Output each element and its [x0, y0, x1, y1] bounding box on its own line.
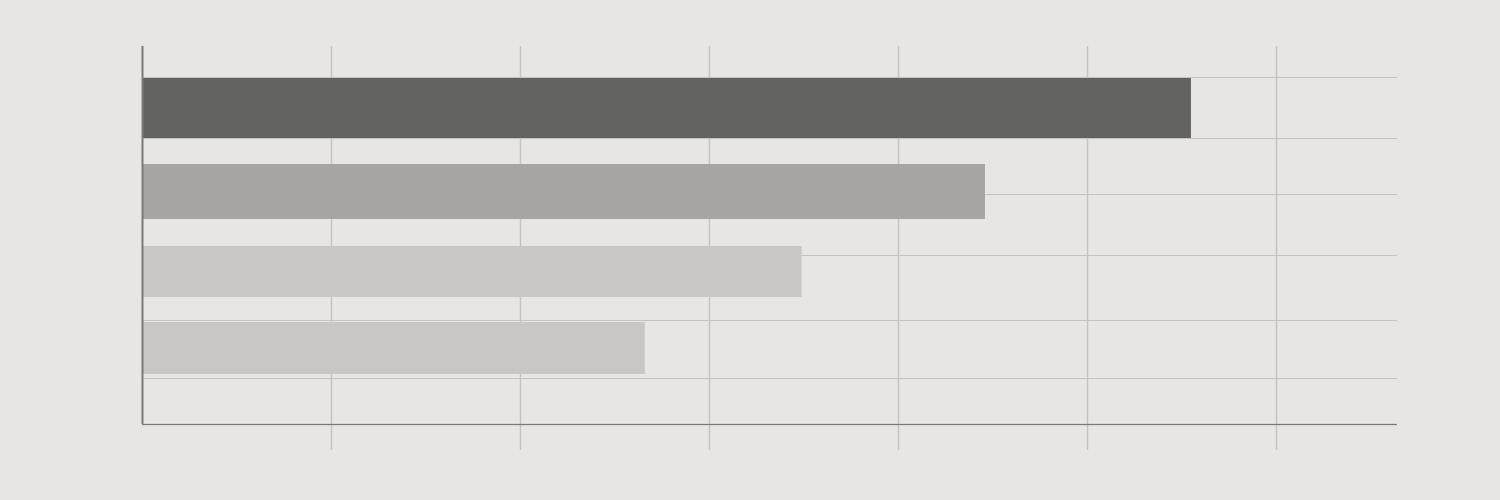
bar-2 [143, 164, 985, 219]
bar-3 [143, 246, 802, 297]
bar-layer [143, 78, 1191, 374]
bar-1 [143, 78, 1191, 138]
axis-layer [141, 46, 1397, 426]
bar-4 [143, 322, 645, 374]
